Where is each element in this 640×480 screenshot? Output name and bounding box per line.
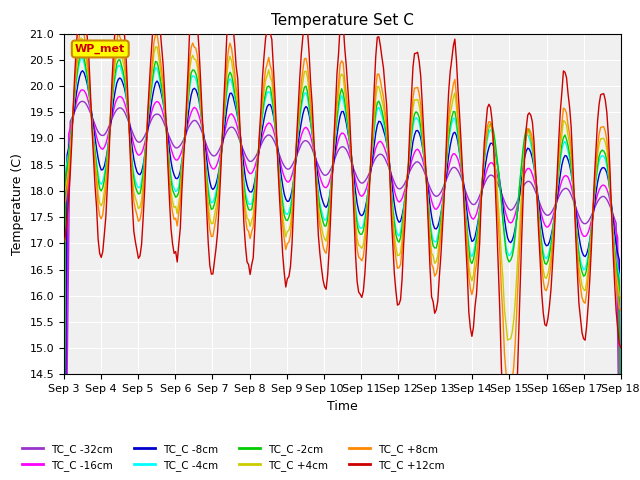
Legend: TC_C -32cm, TC_C -16cm, TC_C -8cm, TC_C -4cm, TC_C -2cm, TC_C +4cm, TC_C +8cm, T: TC_C -32cm, TC_C -16cm, TC_C -8cm, TC_C … xyxy=(18,439,449,475)
X-axis label: Time: Time xyxy=(327,400,358,413)
Text: WP_met: WP_met xyxy=(75,44,125,54)
Y-axis label: Temperature (C): Temperature (C) xyxy=(11,153,24,255)
Title: Temperature Set C: Temperature Set C xyxy=(271,13,414,28)
